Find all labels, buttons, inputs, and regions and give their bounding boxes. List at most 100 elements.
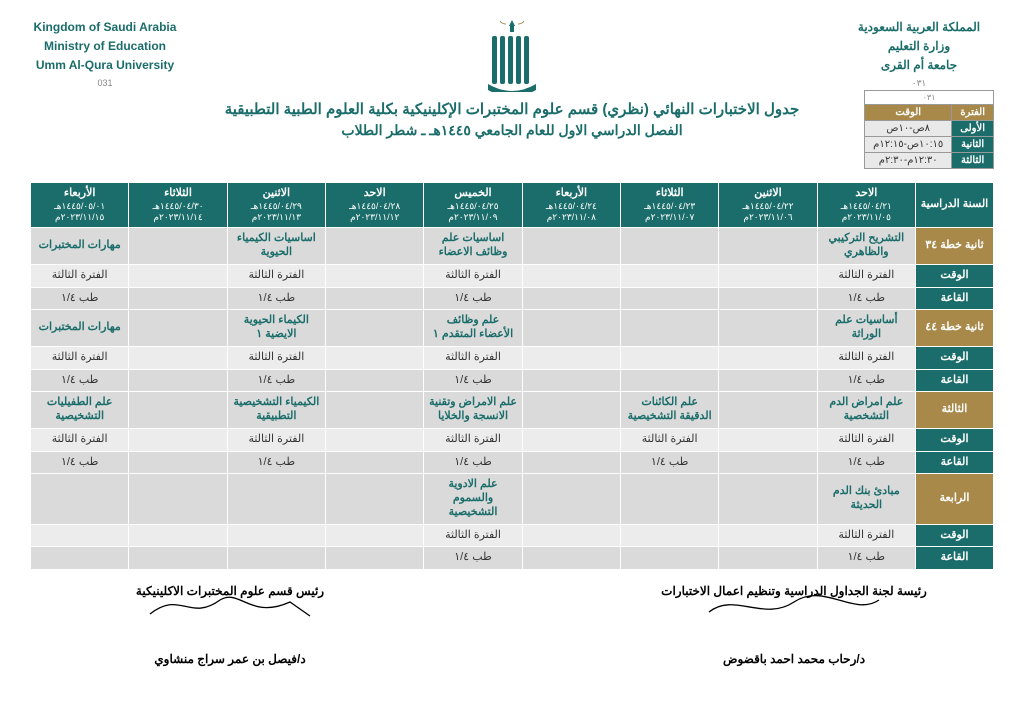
- hr-l3: جامعة أم القرى: [844, 56, 994, 75]
- course-cell: علم وظائف الأعضاء المتقدم ١: [424, 310, 522, 347]
- time-cell: [522, 428, 620, 451]
- room-cell: [522, 287, 620, 310]
- course-row: الرابعةمبادئ بنك الدم الحديثةعلم الادوية…: [31, 474, 994, 524]
- course-cell: [326, 310, 424, 347]
- time-cell: الفترة الثالثة: [817, 524, 915, 547]
- course-cell: [227, 474, 325, 524]
- sig-left-name: د/فيصل بن عمر سراج منشاوي: [70, 652, 390, 666]
- time-cell: الفترة الثالثة: [31, 346, 129, 369]
- header-left: Kingdom of Saudi Arabia Ministry of Educ…: [30, 18, 180, 90]
- year-label: الثالثة: [916, 392, 994, 429]
- time-row: الوقتالفترة الثالثةالفترة الثالثةالفترة …: [31, 264, 994, 287]
- pb-h0: الفترة: [952, 105, 994, 121]
- year-label: ثانية خطة ٣٤: [916, 228, 994, 265]
- course-cell: اساسيات الكيمياء الحيوية: [227, 228, 325, 265]
- room-cell: طب ١/٤: [424, 547, 522, 570]
- room-cell: [326, 369, 424, 392]
- row-label-room: القاعة: [916, 369, 994, 392]
- course-cell: [31, 474, 129, 524]
- time-cell: [719, 346, 817, 369]
- room-cell: طب ١/٤: [817, 369, 915, 392]
- room-cell: طب ١/٤: [31, 451, 129, 474]
- course-cell: [621, 228, 719, 265]
- room-cell: طب ١/٤: [817, 451, 915, 474]
- time-cell: الفترة الثالثة: [817, 264, 915, 287]
- time-cell: [621, 524, 719, 547]
- time-cell: [31, 524, 129, 547]
- room-cell: [719, 369, 817, 392]
- room-cell: [719, 287, 817, 310]
- time-cell: [522, 264, 620, 287]
- room-row: القاعةطب ١/٤طب ١/٤طب ١/٤طب ١/٤: [31, 287, 994, 310]
- room-cell: [31, 547, 129, 570]
- sig-right-line: [634, 598, 954, 624]
- course-cell: [522, 474, 620, 524]
- course-cell: أساسيات علم الوراثة: [817, 310, 915, 347]
- th-d1: الاثنين١٤٤٥/٠٤/٢٢هـ٢٠٢٣/١١/٠٦م: [719, 183, 817, 228]
- room-row: القاعةطب ١/٤طب ١/٤طب ١/٤طب ١/٤طب ١/٤: [31, 451, 994, 474]
- pb-r0c0: الأولى: [952, 121, 994, 137]
- time-row: الوقتالفترة الثالثةالفترة الثالثةالفترة …: [31, 346, 994, 369]
- time-row: الوقتالفترة الثالثةالفترة الثالثة: [31, 524, 994, 547]
- sig-left: رئيس قسم علوم المختبرات الاكلينيكية د/في…: [70, 584, 390, 666]
- course-cell: علم الامراض وتقنية الانسجة والخلايا: [424, 392, 522, 429]
- time-row: الوقتالفترة الثالثةالفترة الثالثةالفترة …: [31, 428, 994, 451]
- hr-l2: وزارة التعليم: [844, 37, 994, 56]
- sig-left-line: [70, 598, 390, 624]
- th-d0: الاحد١٤٤٥/٠٤/٢١هـ٢٠٢٣/١١/٠٥م: [817, 183, 915, 228]
- year-label: الرابعة: [916, 474, 994, 524]
- hl-l2: Ministry of Education: [30, 37, 180, 56]
- course-cell: [522, 392, 620, 429]
- schedule-table: السنة الدراسية الاحد١٤٤٥/٠٤/٢١هـ٢٠٢٣/١١/…: [30, 182, 994, 570]
- room-cell: [129, 451, 227, 474]
- row-label-time: الوقت: [916, 524, 994, 547]
- course-cell: اساسيات علم وظائف الاعضاء: [424, 228, 522, 265]
- room-cell: [621, 287, 719, 310]
- hl-sub: 031: [30, 76, 180, 90]
- hl-l1: Kingdom of Saudi Arabia: [30, 18, 180, 37]
- room-cell: [621, 369, 719, 392]
- th-d4: الخميس١٤٤٥/٠٤/٢٥هـ٢٠٢٣/١١/٠٩م: [424, 183, 522, 228]
- time-cell: الفترة الثالثة: [31, 428, 129, 451]
- room-cell: [129, 287, 227, 310]
- time-cell: الفترة الثالثة: [227, 428, 325, 451]
- course-cell: [129, 310, 227, 347]
- room-cell: طب ١/٤: [817, 547, 915, 570]
- room-cell: طب ١/٤: [817, 287, 915, 310]
- time-cell: الفترة الثالثة: [817, 428, 915, 451]
- th-d6: الاثنين١٤٤٥/٠٤/٢٩هـ٢٠٢٣/١١/١٣م: [227, 183, 325, 228]
- pb-r1c1: ١٠:١٥ص-١٢:١٥م: [865, 137, 952, 153]
- time-cell: [522, 524, 620, 547]
- room-cell: طب ١/٤: [621, 451, 719, 474]
- course-row: ثانية خطة ٤٤أساسيات علم الوراثةعلم وظائف…: [31, 310, 994, 347]
- course-cell: [129, 392, 227, 429]
- time-cell: الفترة الثالثة: [227, 346, 325, 369]
- row-label-time: الوقت: [916, 428, 994, 451]
- room-cell: طب ١/٤: [424, 287, 522, 310]
- course-cell: مهارات المختبرات: [31, 228, 129, 265]
- course-cell: الكيماء الحيوية الايضية ١: [227, 310, 325, 347]
- course-cell: التشريح التركيبي والظاهري: [817, 228, 915, 265]
- sig-right: رئيسة لجنة الجداول الدراسية وتنظيم اعمال…: [634, 584, 954, 666]
- row-label-room: القاعة: [916, 451, 994, 474]
- room-cell: طب ١/٤: [424, 451, 522, 474]
- time-cell: الفترة الثالثة: [817, 346, 915, 369]
- room-cell: [326, 451, 424, 474]
- time-cell: [326, 264, 424, 287]
- pb-r0c1: ٨ص-١٠ص: [865, 121, 952, 137]
- room-cell: طب ١/٤: [31, 369, 129, 392]
- pb-r2c1: ١٢:٣٠م-٢:٣٠م: [865, 153, 952, 169]
- room-cell: طب ١/٤: [424, 369, 522, 392]
- row-label-time: الوقت: [916, 346, 994, 369]
- th-year: السنة الدراسية: [916, 183, 994, 228]
- th-d3: الأربعاء١٤٤٥/٠٤/٢٤هـ٢٠٢٣/١١/٠٨م: [522, 183, 620, 228]
- time-cell: [719, 524, 817, 547]
- room-cell: [522, 451, 620, 474]
- time-cell: [129, 428, 227, 451]
- course-cell: [129, 474, 227, 524]
- time-cell: [719, 264, 817, 287]
- time-cell: [326, 346, 424, 369]
- course-cell: [621, 474, 719, 524]
- course-cell: [326, 228, 424, 265]
- time-cell: الفترة الثالثة: [227, 264, 325, 287]
